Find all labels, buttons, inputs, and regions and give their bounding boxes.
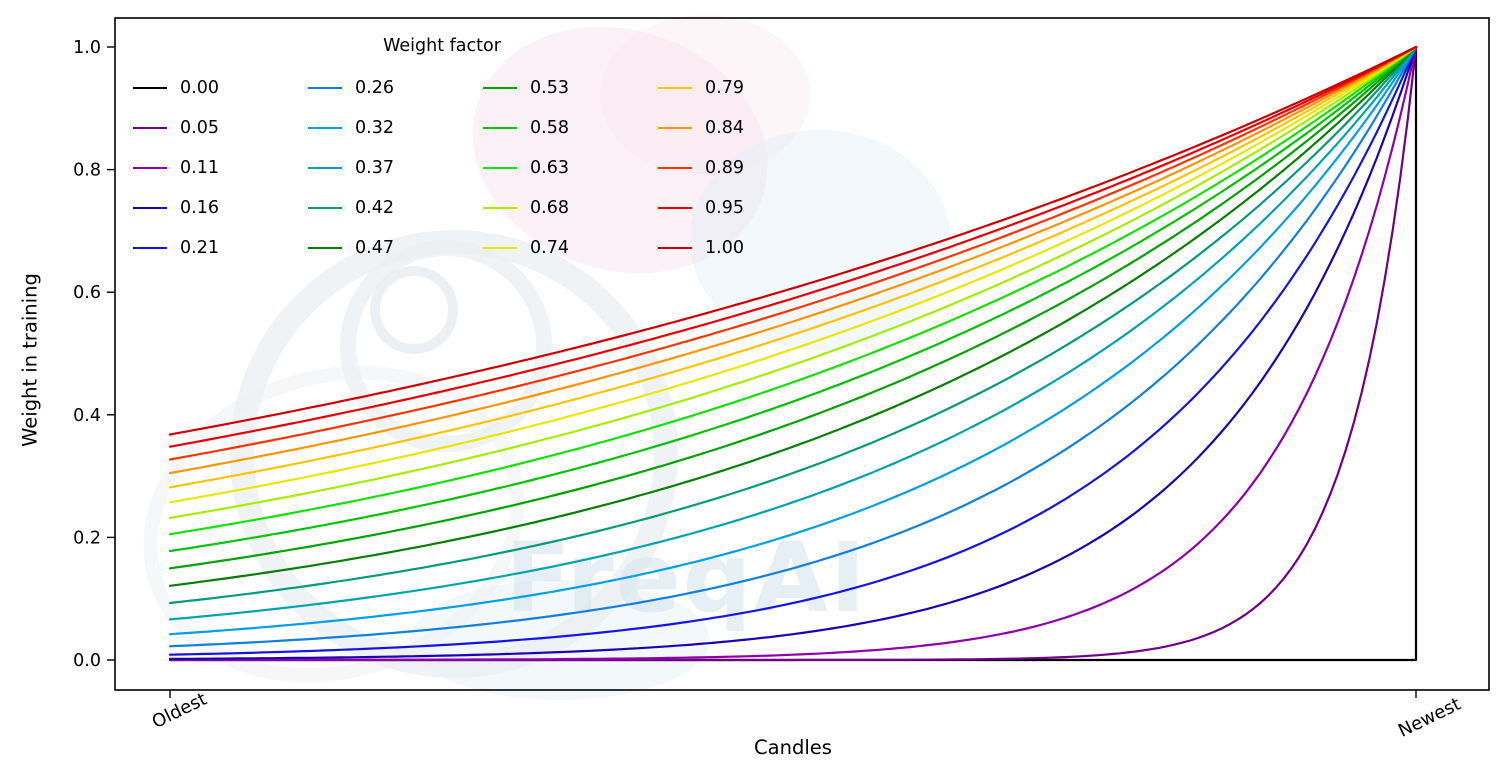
series-line-0.89 bbox=[168, 45, 1418, 461]
watermark-petal-shape bbox=[600, 15, 810, 175]
legend-title: Weight factor bbox=[383, 36, 501, 56]
legend-label: 0.74 bbox=[530, 238, 569, 258]
watermark-text: FreqAI bbox=[505, 522, 868, 634]
legend-item-0.89: 0.89 bbox=[658, 158, 751, 178]
legend-line-swatch bbox=[658, 167, 692, 169]
legend-item-0.95: 0.95 bbox=[658, 198, 751, 218]
legend-line-swatch bbox=[133, 87, 167, 89]
legend-line-swatch bbox=[483, 207, 517, 209]
y-tick-label: 0.2 bbox=[73, 528, 101, 548]
axes-frame bbox=[114, 17, 1490, 691]
legend-label: 0.16 bbox=[180, 198, 219, 218]
legend-line-swatch bbox=[483, 167, 517, 169]
legend-item-0.32: 0.32 bbox=[308, 118, 401, 138]
legend-label: 0.21 bbox=[180, 238, 219, 258]
legend-line-swatch bbox=[133, 167, 167, 169]
legend-item-0.26: 0.26 bbox=[308, 78, 401, 98]
legend-label: 0.00 bbox=[180, 78, 219, 98]
x-tick-label: Newest bbox=[1395, 694, 1464, 742]
legend-label: 0.68 bbox=[530, 198, 569, 218]
series-line-0.32 bbox=[168, 45, 1418, 636]
legend-label: 0.32 bbox=[355, 118, 394, 138]
legend-item-0.63: 0.63 bbox=[483, 158, 576, 178]
legend-item-0.21: 0.21 bbox=[133, 238, 226, 258]
x-tick-label: Oldest bbox=[149, 689, 210, 733]
series-line-0.37 bbox=[168, 45, 1418, 621]
legend-line-swatch bbox=[133, 247, 167, 249]
y-tick-label: 0.0 bbox=[73, 651, 101, 671]
y-tick-label: 1.0 bbox=[73, 38, 101, 58]
y-tick-label: 0.8 bbox=[73, 161, 101, 181]
x-axis-label: Candles bbox=[754, 736, 832, 759]
legend-label: 0.42 bbox=[355, 198, 394, 218]
legend-line-swatch bbox=[483, 247, 517, 249]
y-axis-label: Weight in training bbox=[18, 273, 42, 447]
legend-item-0.53: 0.53 bbox=[483, 78, 576, 98]
series-line-0.47 bbox=[168, 45, 1418, 587]
legend-line-swatch bbox=[308, 207, 342, 209]
series-line-0.16 bbox=[168, 45, 1418, 660]
series-line-0.84 bbox=[168, 45, 1418, 475]
legend-label: 0.05 bbox=[180, 118, 219, 138]
legend-label: 0.84 bbox=[705, 118, 744, 138]
y-tick-label: 0.6 bbox=[73, 283, 101, 303]
series-line-0.63 bbox=[168, 45, 1418, 536]
legend-label: 1.00 bbox=[705, 238, 744, 258]
legend-line-swatch bbox=[483, 87, 517, 89]
series-line-0.11 bbox=[168, 45, 1418, 662]
legend-line-swatch bbox=[133, 127, 167, 129]
series-line-0.58 bbox=[168, 45, 1418, 553]
legend-item-0.68: 0.68 bbox=[483, 198, 576, 218]
legend-line-swatch bbox=[133, 207, 167, 209]
legend-line-swatch bbox=[308, 247, 342, 249]
series-line-0.21 bbox=[168, 45, 1418, 656]
legend: Weight factor 0.00 0.05 0.11 0.16 0.21 0.26 0.… bbox=[133, 36, 751, 268]
legend-item-0.42: 0.42 bbox=[308, 198, 401, 218]
legend-label: 0.47 bbox=[355, 238, 394, 258]
legend-label: 0.53 bbox=[530, 78, 569, 98]
legend-item-0.74: 0.74 bbox=[483, 238, 576, 258]
legend-label: 0.26 bbox=[355, 78, 394, 98]
series-line-0.53 bbox=[168, 45, 1418, 570]
series-line-0.26 bbox=[168, 45, 1418, 648]
legend-label: 0.95 bbox=[705, 198, 744, 218]
series-line-0.74 bbox=[168, 45, 1418, 504]
legend-label: 0.79 bbox=[705, 78, 744, 98]
legend-line-swatch bbox=[658, 247, 692, 249]
legend-label: 0.37 bbox=[355, 158, 394, 178]
legend-item-0.58: 0.58 bbox=[483, 118, 576, 138]
legend-item-1.00: 1.00 bbox=[658, 238, 751, 258]
legend-line-swatch bbox=[308, 127, 342, 129]
legend-line-swatch bbox=[308, 167, 342, 169]
watermark-stopwatch-icon bbox=[370, 266, 458, 354]
series-line-0.42 bbox=[168, 45, 1418, 605]
series-line-0.79 bbox=[168, 45, 1418, 489]
legend-item-0.84: 0.84 bbox=[658, 118, 751, 138]
legend-item-0.00: 0.00 bbox=[133, 78, 226, 98]
legend-line-swatch bbox=[658, 87, 692, 89]
legend-label: 0.11 bbox=[180, 158, 219, 178]
legend-line-swatch bbox=[658, 207, 692, 209]
y-tick-label: 0.4 bbox=[73, 406, 101, 426]
legend-item-0.47: 0.47 bbox=[308, 238, 401, 258]
legend-line-swatch bbox=[658, 127, 692, 129]
legend-item-0.05: 0.05 bbox=[133, 118, 226, 138]
legend-label: 0.63 bbox=[530, 158, 569, 178]
legend-grid: 0.00 0.05 0.11 0.16 0.21 0.26 0.32 0.37 0.42 0.47… bbox=[133, 68, 751, 268]
legend-line-swatch bbox=[308, 87, 342, 89]
legend-label: 0.58 bbox=[530, 118, 569, 138]
legend-item-0.16: 0.16 bbox=[133, 198, 226, 218]
series-line-1.00 bbox=[168, 45, 1418, 436]
legend-item-0.37: 0.37 bbox=[308, 158, 401, 178]
legend-item-0.79: 0.79 bbox=[658, 78, 751, 98]
legend-item-0.11: 0.11 bbox=[133, 158, 226, 178]
series-line-0.68 bbox=[168, 45, 1418, 519]
series-line-0.95 bbox=[168, 45, 1418, 448]
legend-line-swatch bbox=[483, 127, 517, 129]
legend-label: 0.89 bbox=[705, 158, 744, 178]
